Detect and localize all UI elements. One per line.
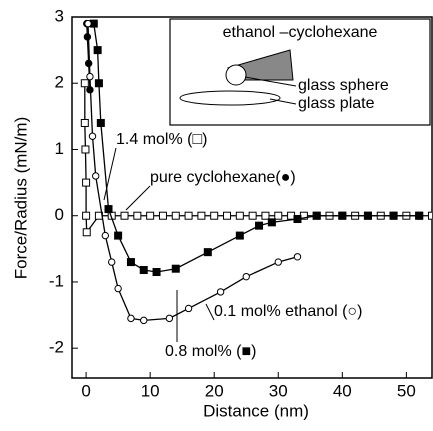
data-point: [139, 266, 148, 275]
data-point: [242, 272, 250, 281]
data-point: [171, 211, 180, 220]
x-axis-label: Distance (nm): [203, 401, 309, 420]
data-point: [415, 211, 424, 220]
y-axis-label: Force/Radius (mN/m): [11, 117, 30, 279]
data-point: [84, 59, 93, 68]
data-point: [82, 228, 91, 237]
data-point: [197, 211, 206, 220]
data-point: [165, 314, 174, 323]
plot-frame: [71, 16, 433, 379]
x-tick-label: 40: [333, 381, 352, 400]
data-point: [96, 118, 105, 127]
sphere-shape: [225, 64, 247, 86]
data-point: [82, 211, 91, 220]
data-point: [267, 218, 276, 227]
x-tick-label: 30: [269, 381, 288, 400]
data-point: [235, 231, 244, 240]
data-point: [126, 258, 135, 267]
data-point: [216, 288, 225, 296]
data-point: [338, 211, 347, 220]
data-point: [81, 145, 90, 154]
data-point: [210, 211, 219, 220]
data-point: [184, 211, 193, 220]
leader-line: [244, 76, 297, 87]
inset: ethanol –cyclohexane glass sphere glass …: [169, 18, 431, 126]
data-point: [92, 172, 100, 180]
inset-label: glass sphere: [298, 77, 389, 94]
data-point: [261, 211, 270, 220]
data-point: [101, 231, 110, 240]
data-point: [140, 316, 148, 325]
data-point: [127, 314, 135, 323]
data-point: [114, 284, 122, 293]
inset-title: ethanol –cyclohexane: [223, 24, 378, 41]
data-point: [80, 79, 89, 88]
data-point: [83, 33, 92, 41]
data-point: [171, 264, 180, 273]
data-point: [93, 46, 102, 55]
data-point: [274, 211, 283, 220]
series-label: 1.4 mol% (□): [116, 131, 207, 148]
y-tick-label: 0: [55, 205, 64, 224]
data-point: [80, 118, 89, 127]
plot-area: [80, 19, 432, 325]
data-point: [82, 178, 91, 187]
y-tick-label: 2: [55, 73, 64, 92]
y-tick-label: 1: [55, 139, 64, 158]
data-point: [184, 304, 193, 313]
y-tick-label: -2: [49, 338, 64, 357]
x-tick-label: 50: [397, 381, 416, 400]
data-point: [428, 211, 432, 220]
data-point: [146, 211, 155, 220]
y-tick-label: 3: [55, 6, 64, 25]
data-point: [133, 211, 142, 220]
data-point: [114, 231, 123, 240]
data-point: [389, 211, 398, 220]
series-label: pure cyclohexane(●): [150, 169, 296, 186]
data-point: [84, 19, 92, 28]
x-tick-label: 10: [141, 381, 160, 400]
leader-line: [125, 185, 151, 211]
leader-line: [205, 303, 215, 321]
series-label: 0.1 mol% ethanol (○): [214, 303, 362, 320]
data-point: [293, 253, 302, 261]
data-point: [363, 211, 372, 220]
plate-shape: [179, 90, 281, 106]
series-line: [93, 23, 420, 273]
data-point: [235, 211, 244, 220]
leader-line: [269, 98, 297, 105]
data-point: [248, 211, 257, 220]
data-point: [255, 221, 264, 230]
data-point: [104, 205, 113, 214]
x-tick-label: 0: [81, 381, 90, 400]
data-point: [203, 248, 212, 257]
data-point: [312, 211, 321, 220]
data-point: [88, 132, 97, 140]
x-tick-label: 20: [205, 381, 224, 400]
data-point: [120, 211, 129, 220]
data-point: [152, 268, 161, 277]
data-point: [108, 258, 116, 266]
data-point: [158, 211, 167, 220]
data-point: [274, 258, 282, 266]
series-label: 0.8 mol% (■): [165, 343, 256, 360]
data-point: [223, 211, 232, 220]
data-point: [86, 72, 94, 81]
inset-frame: [169, 18, 431, 126]
data-point: [293, 215, 302, 224]
leader-line: [103, 147, 117, 201]
y-tick-label: -1: [49, 271, 64, 290]
inset-label: glass plate: [298, 95, 375, 112]
data-point: [94, 79, 103, 88]
